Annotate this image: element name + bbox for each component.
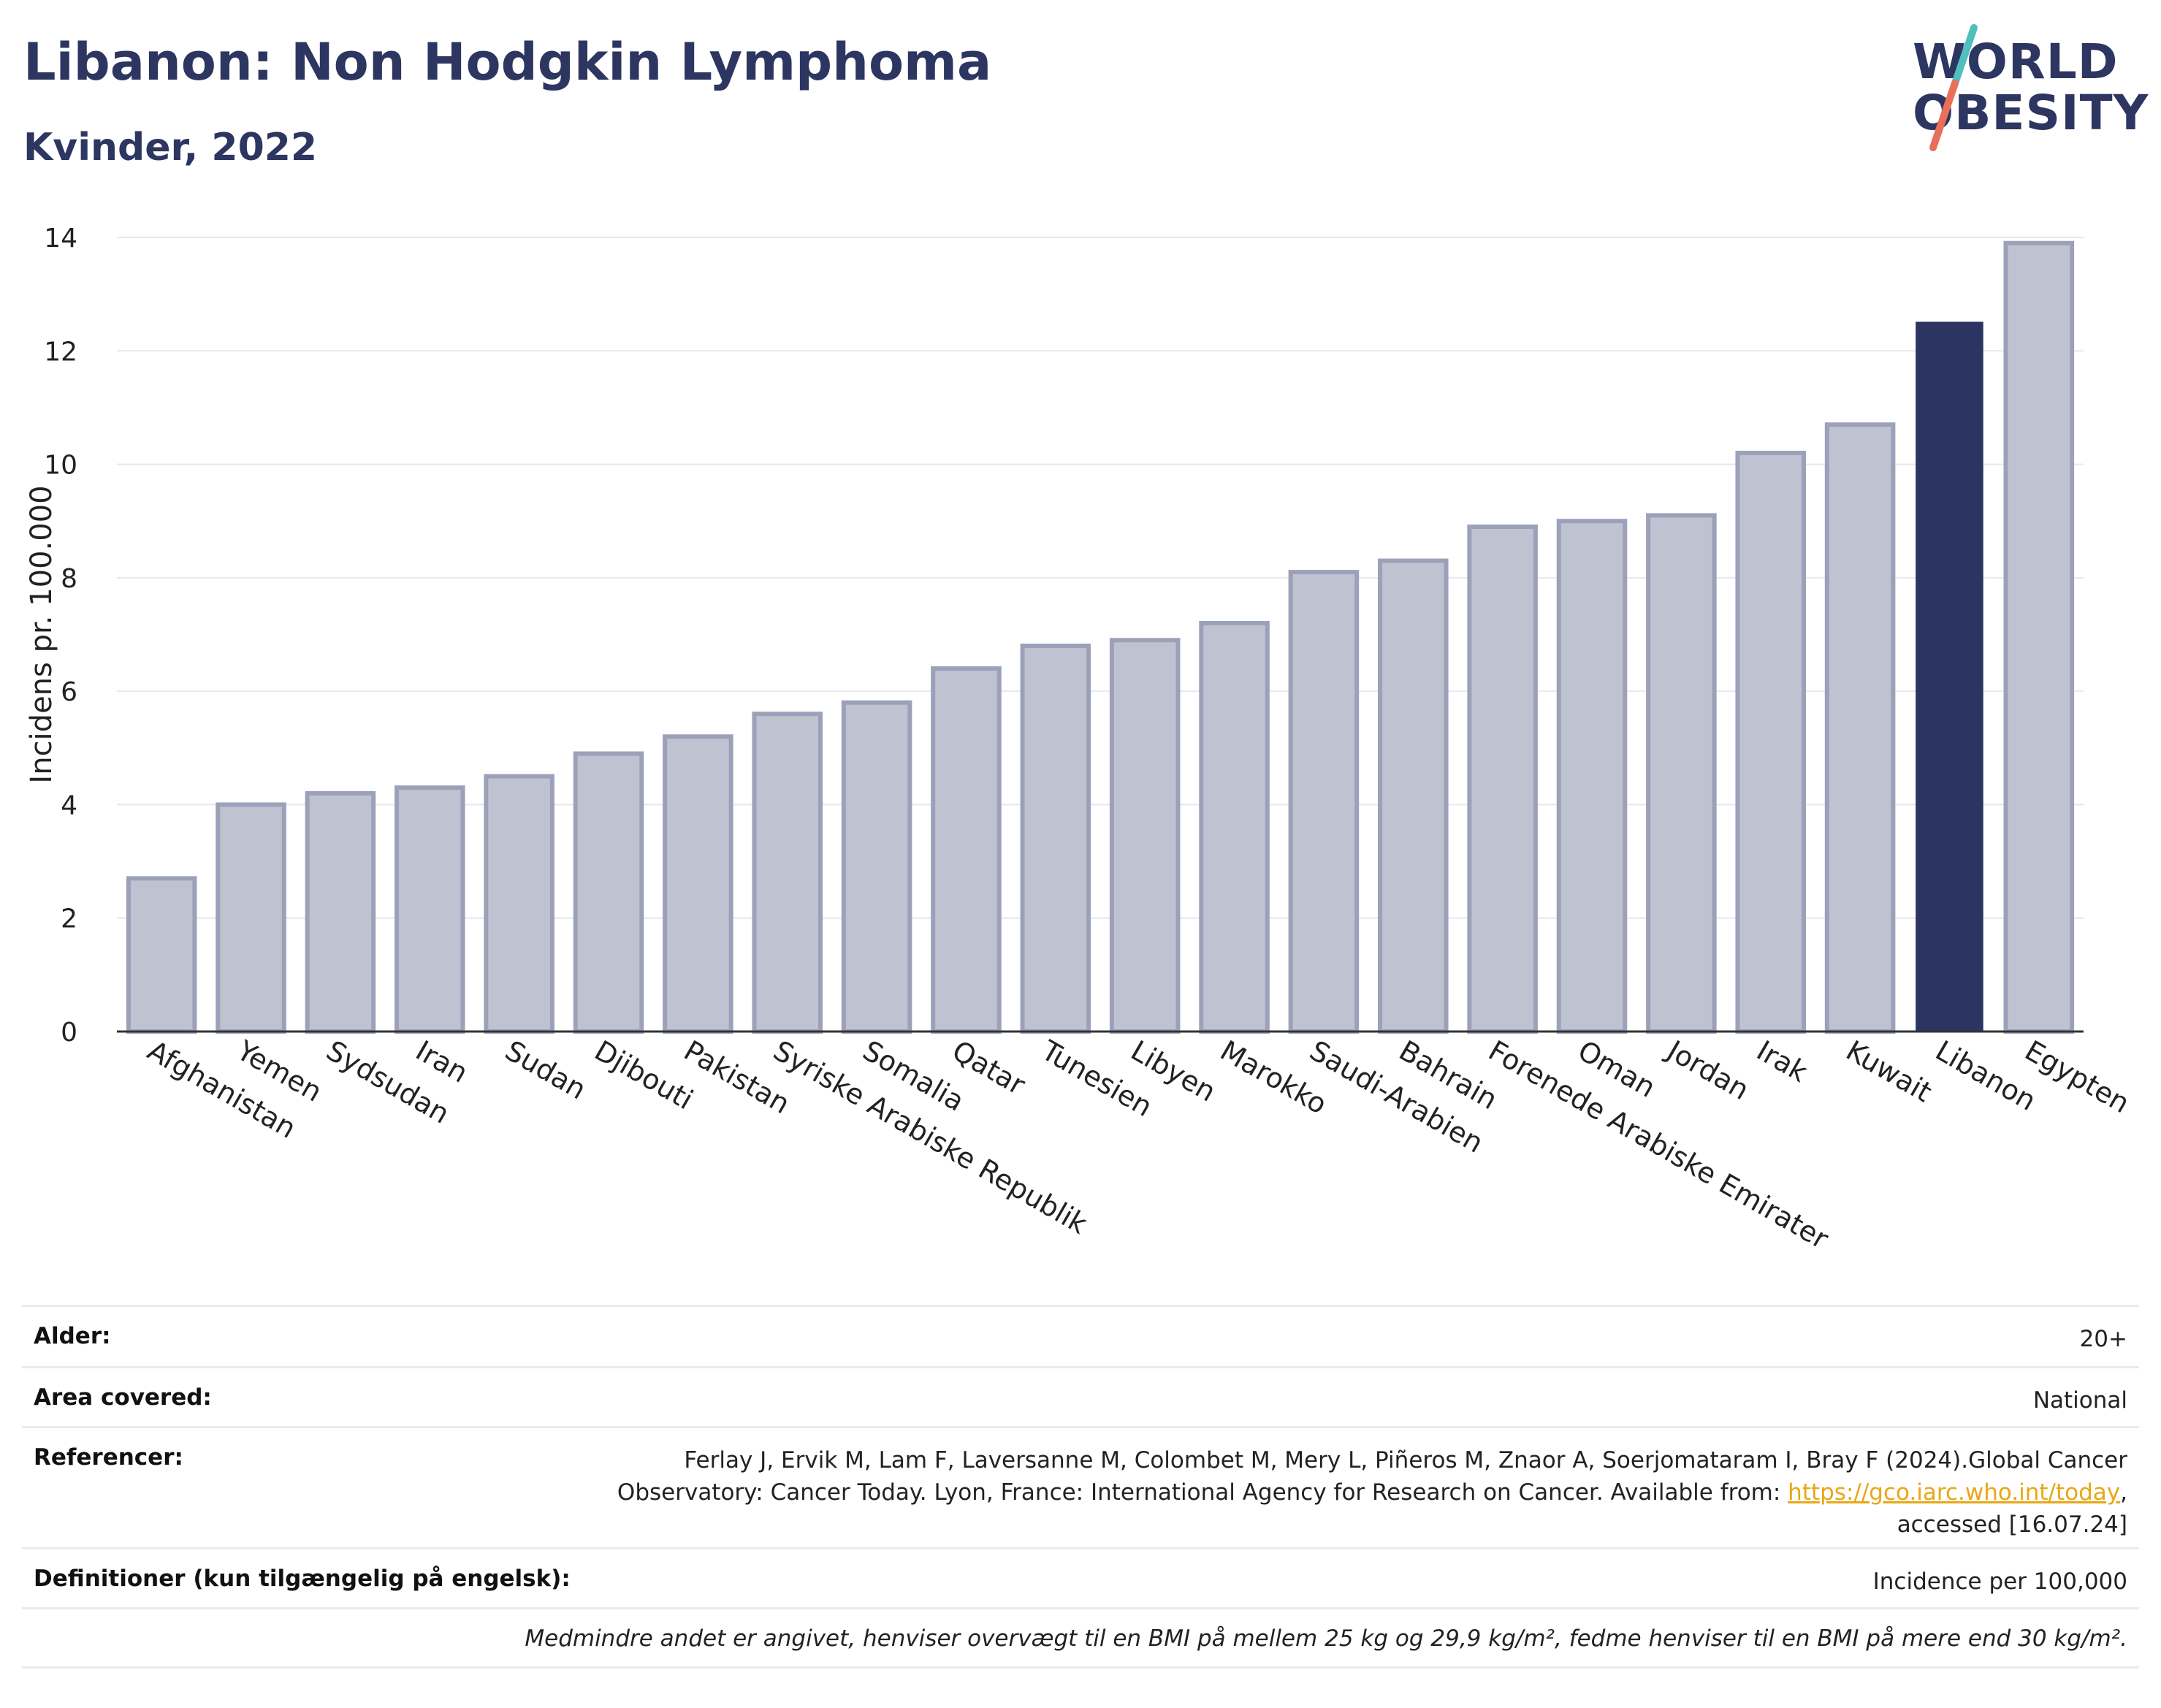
bar-irak [1735, 451, 1807, 1034]
bar-oman [1556, 519, 1628, 1034]
bar-marokko [1199, 620, 1270, 1034]
bar-syriske-arabiske-republik [752, 712, 823, 1034]
bar-jordan [1646, 513, 1717, 1034]
definitions-label: Definitioner (kun tilgængelig på engelsk… [34, 1566, 571, 1592]
bar-yemen [216, 802, 286, 1034]
bar-kuwait [1824, 422, 1896, 1034]
definitions-value: Incidence per 100,000 [1872, 1568, 2127, 1595]
bar-sydsudan [305, 790, 376, 1034]
y-tick-label: 6 [61, 677, 77, 707]
meta-row-references: Referencer: Ferlay J, Ervik M, Lam F, La… [22, 1426, 2139, 1547]
bmi-note: Medmindre andet er angivet, henviser ove… [525, 1625, 2127, 1652]
x-tick-label: Sudan [500, 1034, 592, 1106]
reference-line-2-end: , [2120, 1479, 2127, 1506]
bar-forenede-arabiske-emirater [1467, 524, 1538, 1034]
x-tick-label: Egypten [2019, 1034, 2135, 1120]
age-label: Alder: [34, 1323, 111, 1349]
y-tick-label: 4 [61, 790, 77, 820]
logo-line-1: WORLD [1913, 34, 2119, 90]
bar-qatar [931, 666, 1002, 1034]
y-axis-label: Incidens pr. 100.000 [25, 485, 58, 783]
meta-row-definitions: Definitioner (kun tilgængelig på engelsk… [22, 1547, 2139, 1607]
x-tick-label: Jordan [1661, 1034, 1754, 1107]
references-label: Referencer: [34, 1444, 183, 1471]
references-value: Ferlay J, Ervik M, Lam F, Laversanne M, … [617, 1444, 2127, 1541]
x-tick-label: Iran [411, 1034, 473, 1089]
bar-djibouti [573, 751, 644, 1034]
bar-bahrain [1377, 558, 1449, 1034]
bar-pakistan [663, 734, 733, 1034]
reference-link[interactable]: https://gco.iarc.who.int/today [1788, 1479, 2121, 1506]
reference-line-2: Observatory: Cancer Today. Lyon, France:… [617, 1479, 1788, 1506]
bar-iran [394, 785, 465, 1034]
bar-egypten [2003, 240, 2075, 1034]
reference-line-1: Ferlay J, Ervik M, Lam F, Laversanne M, … [684, 1447, 2127, 1473]
meta-row-area: Area covered: National [22, 1366, 2139, 1426]
y-tick-label: 10 [44, 451, 77, 481]
area-label: Area covered: [34, 1384, 212, 1411]
chart-subtitle: Kvinder, 2022 [23, 126, 318, 169]
world-obesity-logo: WORLD OBESITY [1907, 22, 2148, 153]
bar-somalia [841, 700, 912, 1034]
x-tick-label: Irak [1751, 1034, 1813, 1089]
reference-line-3: accessed [16.07.24] [1897, 1511, 2127, 1538]
bar-afghanistan [126, 876, 197, 1034]
logo-slash-icon [1929, 24, 1978, 151]
bar-sudan [484, 774, 554, 1034]
meta-row-age: Alder: 20+ [22, 1305, 2139, 1366]
metadata-table: Alder: 20+ Area covered: National Refere… [22, 1305, 2139, 1669]
y-tick-label: 14 [44, 224, 77, 253]
y-tick-label: 0 [61, 1018, 77, 1048]
bar-saudi-arabien [1288, 570, 1360, 1034]
y-tick-label: 2 [61, 904, 77, 934]
meta-row-note: Medmindre andet er angivet, henviser ove… [22, 1607, 2139, 1669]
bar-libanon [1916, 321, 1983, 1032]
bar-libyen [1109, 638, 1181, 1034]
chart-title: Libanon: Non Hodgkin Lymphoma [23, 32, 992, 92]
area-value: National [2032, 1387, 2127, 1414]
age-value: 20+ [2079, 1326, 2127, 1352]
x-tick-label: Libanon [1930, 1034, 2041, 1117]
x-tick-label: Kuwait [1841, 1034, 1937, 1109]
y-tick-label: 8 [61, 564, 77, 594]
x-tick-label: Djibouti [590, 1034, 699, 1116]
y-tick-label: 12 [44, 337, 77, 367]
bar-tunesien [1020, 644, 1091, 1034]
